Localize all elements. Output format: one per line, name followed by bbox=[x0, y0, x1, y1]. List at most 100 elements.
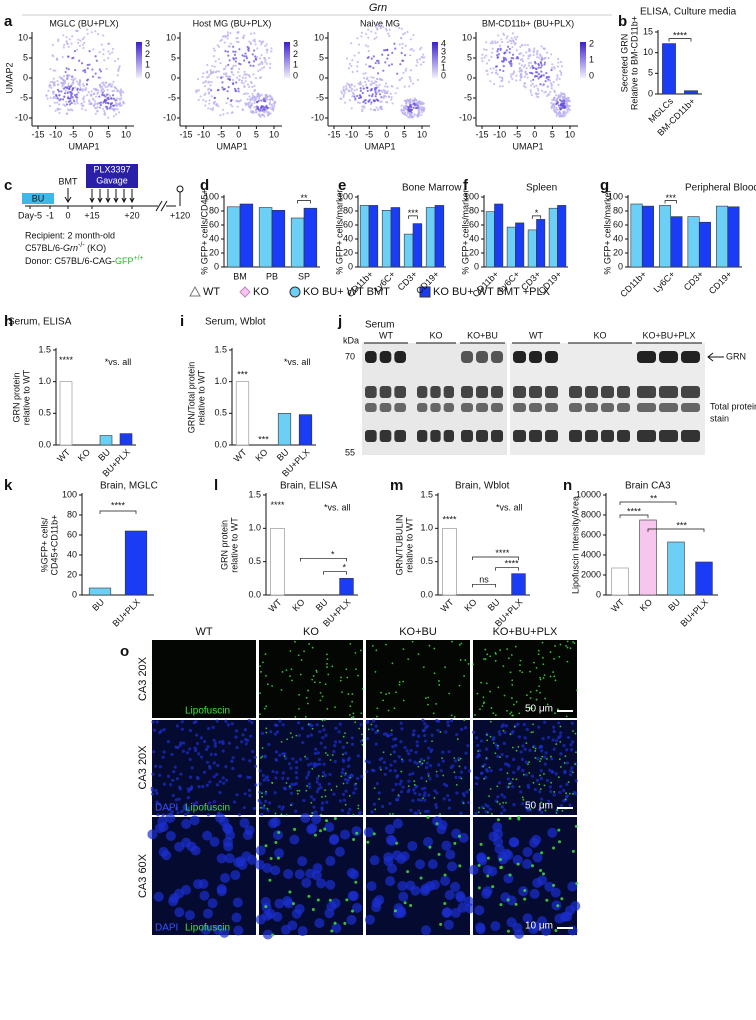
umap-point bbox=[371, 88, 373, 90]
donor-text: Donor: C57BL/6-CAG- bbox=[25, 256, 115, 266]
lipofuscin bbox=[536, 699, 538, 701]
umap-point bbox=[376, 106, 378, 108]
umap-point bbox=[512, 54, 514, 56]
nucleus bbox=[401, 786, 404, 789]
umap-point bbox=[72, 88, 74, 90]
lipofuscin bbox=[486, 734, 488, 736]
umap-point bbox=[388, 64, 390, 66]
y-tick-label: 40 bbox=[469, 233, 479, 243]
lipofuscin bbox=[521, 671, 523, 673]
nucleus bbox=[390, 733, 393, 736]
nucleus bbox=[158, 774, 161, 777]
nucleus bbox=[484, 803, 487, 806]
lipofuscin bbox=[312, 647, 314, 649]
bracket bbox=[100, 511, 136, 514]
y-tick-label: 20 bbox=[613, 247, 623, 257]
umap-point bbox=[216, 76, 218, 78]
nucleus bbox=[518, 886, 528, 896]
lipofuscin bbox=[538, 685, 540, 687]
nucleus bbox=[415, 762, 418, 765]
umap-point bbox=[400, 37, 402, 39]
umap-point bbox=[253, 60, 255, 62]
umap-point bbox=[362, 73, 364, 75]
donor-genotype: +/+ bbox=[134, 255, 144, 262]
column-header: KO+BU bbox=[399, 626, 437, 638]
umap-point bbox=[378, 90, 380, 92]
umap-point bbox=[501, 41, 503, 43]
umap-point bbox=[510, 76, 512, 78]
lipofuscin bbox=[504, 695, 506, 697]
nucleus bbox=[176, 777, 179, 780]
y-tick-label: 10 bbox=[643, 47, 653, 57]
nucleus bbox=[186, 751, 189, 754]
umap-point bbox=[485, 55, 487, 57]
gavage-arrow bbox=[90, 189, 94, 202]
lipofuscin bbox=[556, 904, 559, 907]
lipofuscin bbox=[343, 922, 346, 925]
umap-point bbox=[506, 37, 508, 39]
umap-point bbox=[243, 93, 245, 95]
nucleus bbox=[190, 785, 193, 788]
umap-point bbox=[120, 93, 122, 95]
umap-point bbox=[485, 70, 487, 72]
umap-point bbox=[550, 102, 552, 104]
umap-point bbox=[238, 90, 240, 92]
umap-point bbox=[546, 52, 548, 54]
umap-point bbox=[510, 60, 512, 62]
lipofuscin bbox=[497, 818, 500, 821]
day-label: +120 bbox=[170, 210, 190, 220]
umap-point bbox=[65, 101, 67, 103]
chart-title: Spleen bbox=[526, 183, 557, 194]
lipofuscin bbox=[380, 769, 382, 771]
umap-point bbox=[216, 70, 218, 72]
donor-gfp: GFP bbox=[115, 256, 134, 266]
nucleus bbox=[250, 721, 253, 724]
umap-point bbox=[367, 90, 369, 92]
nucleus bbox=[567, 736, 570, 739]
lipofuscin bbox=[358, 805, 360, 807]
umap-point bbox=[263, 115, 265, 117]
colorbar-label: 0 bbox=[293, 70, 298, 80]
umap-point bbox=[488, 59, 490, 61]
umap-point bbox=[54, 102, 56, 104]
umap-point bbox=[210, 81, 212, 83]
lipofuscin bbox=[280, 813, 282, 815]
lipofuscin bbox=[441, 757, 443, 759]
umap-point bbox=[421, 101, 423, 103]
day-label: Day-5 bbox=[18, 210, 42, 220]
lipofuscin bbox=[323, 828, 326, 831]
lipofuscin bbox=[478, 811, 480, 813]
y-tick-label: 10 bbox=[462, 32, 472, 42]
umap-point bbox=[499, 85, 501, 87]
umap-point bbox=[543, 48, 545, 50]
umap-point bbox=[234, 88, 236, 90]
grn-band bbox=[637, 351, 656, 363]
nucleus bbox=[246, 739, 249, 742]
lipofuscin bbox=[330, 759, 332, 761]
nucleus bbox=[551, 888, 561, 898]
umap-point bbox=[341, 92, 343, 94]
bar bbox=[486, 212, 494, 267]
nucleus bbox=[318, 758, 321, 761]
lipofuscin bbox=[383, 751, 385, 753]
y-tick-label: 5 bbox=[171, 52, 176, 62]
nucleus bbox=[243, 830, 253, 840]
lipofuscin bbox=[509, 873, 512, 876]
y-axis-label: GRN protein bbox=[219, 520, 229, 570]
nucleus bbox=[216, 764, 219, 767]
umap-point bbox=[269, 67, 271, 69]
umap-point bbox=[113, 108, 115, 110]
umap-point bbox=[515, 38, 517, 40]
lipofuscin bbox=[479, 708, 481, 710]
gavage-arrow bbox=[122, 189, 126, 202]
lipofuscin bbox=[290, 732, 292, 734]
umap-point bbox=[90, 94, 92, 96]
nucleus bbox=[219, 780, 222, 783]
nucleus bbox=[335, 847, 345, 857]
lipofuscin bbox=[426, 780, 428, 782]
lane-group-label: WT bbox=[529, 330, 543, 340]
nucleus bbox=[429, 750, 432, 753]
bracket bbox=[473, 584, 496, 587]
nucleus bbox=[371, 769, 374, 772]
